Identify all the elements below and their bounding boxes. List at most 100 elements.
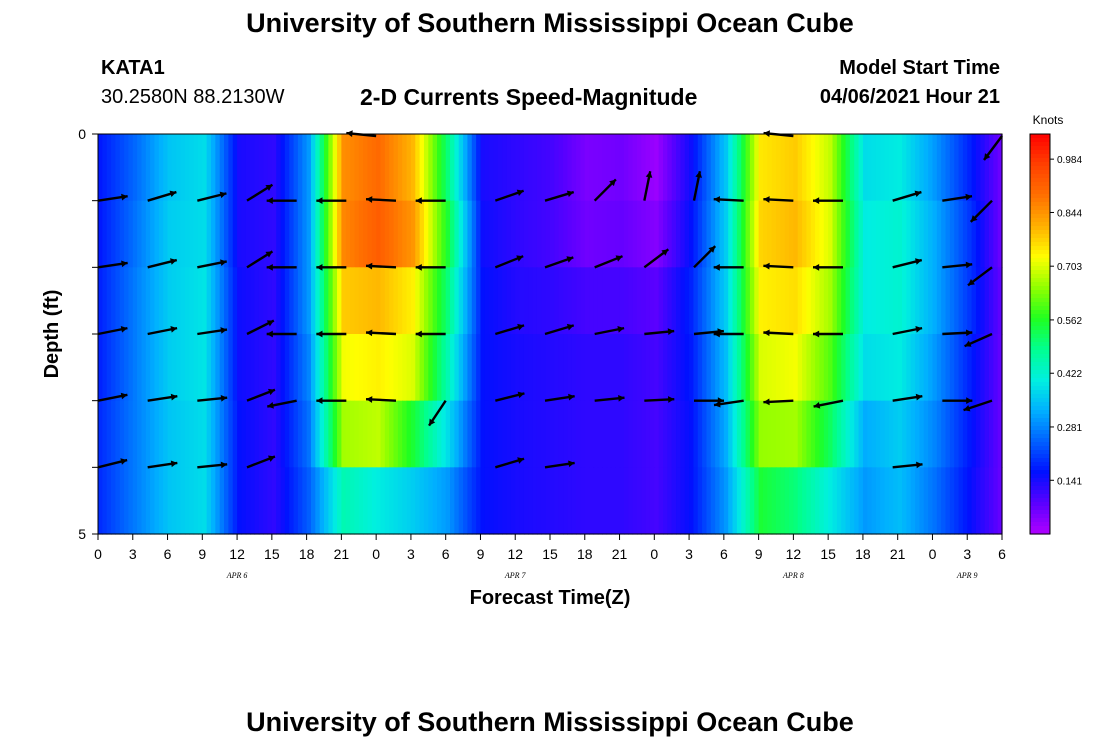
heatmap-cell (810, 400, 816, 468)
heatmap-cell (176, 134, 182, 202)
heatmap-cell (293, 334, 299, 402)
heatmap-cell (267, 267, 273, 335)
heatmap-cell (128, 400, 134, 468)
heatmap-cell (571, 400, 577, 468)
current-vector-arrow (147, 393, 178, 402)
heatmap-cell (293, 267, 299, 335)
heatmap-cell (441, 467, 447, 535)
heatmap-cell (358, 400, 364, 468)
current-vector-arrow (643, 171, 653, 201)
current-vector-arrow (197, 191, 227, 202)
heatmap-cell (150, 200, 156, 268)
heatmap-cell (715, 200, 721, 268)
heatmap-cell (702, 334, 708, 402)
colorbar-segment (1030, 386, 1050, 391)
current-vector-arrow (644, 328, 675, 336)
colorbar-segment (1030, 482, 1050, 487)
heatmap-cell (680, 134, 686, 202)
heatmap-cell (467, 400, 473, 468)
heatmap-cell (554, 400, 560, 468)
heatmap-cell (893, 467, 899, 535)
heatmap-cell (415, 200, 421, 268)
heatmap-cell (715, 134, 721, 202)
heatmap-cell (676, 334, 681, 402)
heatmap-cell (645, 400, 651, 468)
heatmap-cell (975, 400, 981, 468)
heatmap-cell (98, 134, 103, 202)
heatmap-cell (202, 200, 208, 268)
heatmap-cell (776, 267, 781, 335)
current-vector-arrow (892, 393, 923, 402)
heatmap-cell (702, 200, 708, 268)
heatmap-cell (350, 467, 356, 535)
heatmap-cell (615, 267, 621, 335)
heatmap-cell (215, 134, 221, 202)
colorbar-segment (1030, 394, 1050, 399)
heatmap-cell (649, 200, 655, 268)
heatmap-cell (532, 200, 538, 268)
current-vector-arrow (246, 388, 276, 402)
current-vector-arrow (266, 330, 297, 338)
heatmap-cell (224, 267, 229, 335)
heatmap-cell (137, 267, 143, 335)
heatmap-cell (980, 200, 986, 268)
heatmap-cell (945, 267, 951, 335)
colorbar-tick-label: 0.422 (1057, 369, 1082, 380)
heatmap-cell (410, 334, 416, 402)
heatmap-cell (432, 267, 438, 335)
heatmap-cell (723, 200, 729, 268)
heatmap-cell (684, 467, 690, 535)
colorbar-segment (1030, 470, 1050, 475)
heatmap-cell (250, 467, 256, 535)
heatmap-cell (345, 134, 351, 202)
heatmap-cell (350, 134, 356, 202)
heatmap-cell (776, 200, 781, 268)
heatmap-cell (471, 467, 477, 535)
heatmap-cell (819, 134, 825, 202)
heatmap-cell (906, 200, 912, 268)
heatmap-cell (263, 134, 269, 202)
current-vector-arrow (643, 248, 670, 269)
heatmap-cell (723, 267, 729, 335)
heatmap-cell (758, 334, 764, 402)
colorbar-segment (1030, 430, 1050, 435)
heatmap-cell (545, 267, 551, 335)
current-vector-arrow (892, 258, 923, 269)
colorbar-segment (1030, 174, 1050, 179)
colorbar-segment (1030, 370, 1050, 375)
heatmap-cell (410, 200, 416, 268)
heatmap-cell (641, 200, 647, 268)
heatmap-cell (962, 200, 968, 268)
colorbar-segment (1030, 302, 1050, 307)
heatmap-cell (415, 267, 421, 335)
heatmap-cell (793, 467, 799, 535)
heatmap-cell (736, 467, 742, 535)
heatmap-cell (536, 200, 542, 268)
heatmap-cell (949, 400, 955, 468)
y-tick-label: 0 (78, 126, 86, 142)
current-vector-arrow (246, 319, 275, 336)
heatmap-cell (293, 134, 299, 202)
colorbar-segment (1030, 134, 1050, 139)
heatmap-cell (419, 267, 425, 335)
heatmap-cell (254, 467, 260, 535)
heatmap-cell (897, 267, 903, 335)
heatmap-cell (849, 200, 855, 268)
heatmap-cell (641, 134, 647, 202)
heatmap-cell (754, 334, 760, 402)
heatmap-cell (197, 200, 203, 268)
heatmap-cell (350, 334, 356, 402)
heatmap-cell (893, 200, 899, 268)
heatmap-cell (306, 200, 312, 268)
heatmap-cell (632, 134, 638, 202)
heatmap-cell (124, 134, 130, 202)
current-vector-arrow (316, 263, 347, 271)
heatmap-cell (780, 400, 786, 468)
heatmap-cell (119, 200, 125, 268)
heatmap-cell (710, 200, 716, 268)
colorbar-segment (1030, 142, 1050, 147)
heatmap-cell (867, 467, 873, 535)
heatmap-cell (297, 400, 303, 468)
heatmap-cell (554, 134, 560, 202)
colorbar-segment (1030, 422, 1050, 427)
